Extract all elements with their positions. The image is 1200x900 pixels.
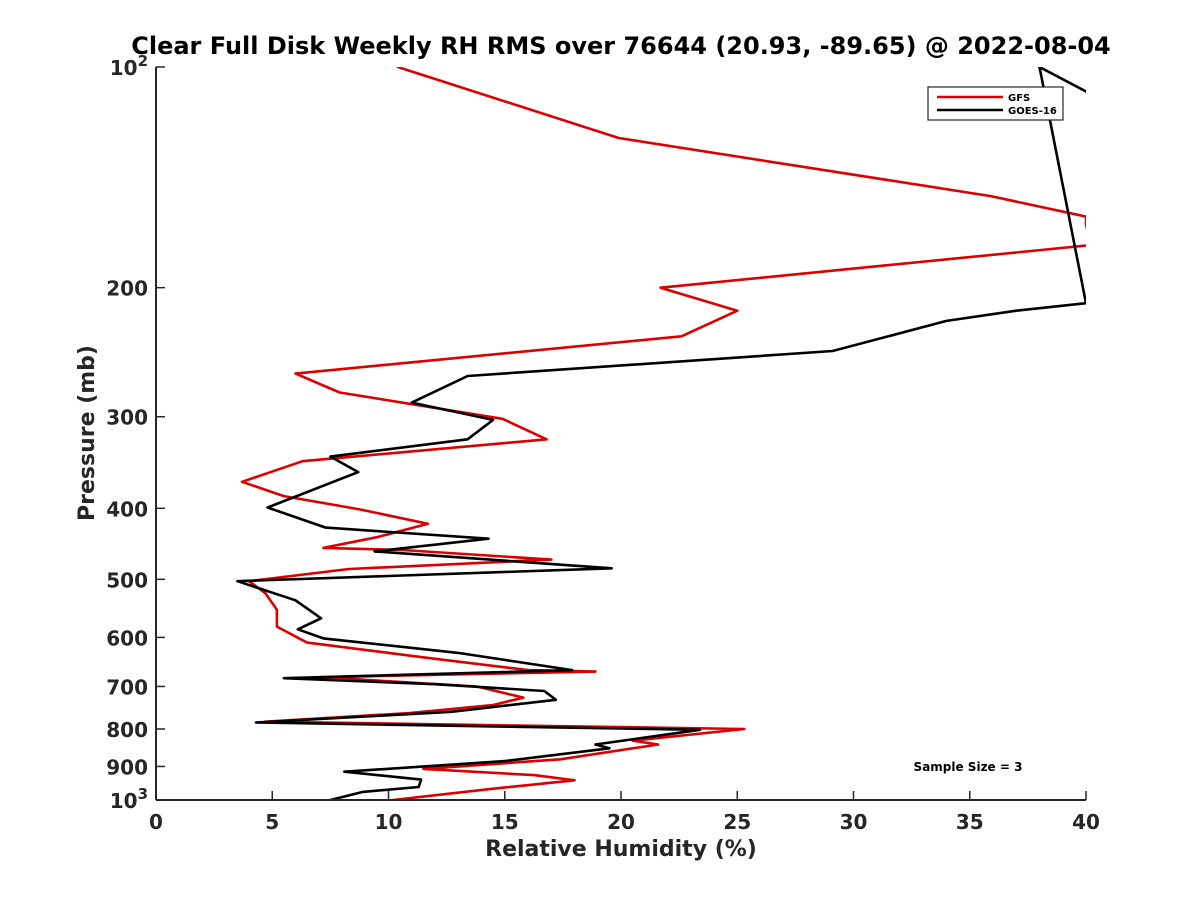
y-axis-label: Pressure (mb) [75, 345, 100, 521]
x-tick-label: 20 [607, 810, 635, 834]
y-axis-ticks: 102 200 300 400 500 600 700 800 900 103 [106, 52, 165, 813]
y-tick-label: 500 [106, 568, 148, 592]
y-tick-label: 200 [106, 277, 148, 301]
x-axis-ticks: 0 5 10 15 20 25 30 35 40 [149, 791, 1100, 834]
legend: GFS GOES-16 [927, 86, 1064, 121]
x-tick-label: 30 [840, 810, 868, 834]
y-tick-label: 700 [106, 675, 148, 699]
legend-label-goes16: GOES-16 [1008, 106, 1057, 117]
legend-box [927, 86, 1064, 121]
x-tick-label: 15 [491, 810, 519, 834]
chart-title: Clear Full Disk Weekly RH RMS over 76644… [131, 32, 1111, 60]
x-tick-label: 35 [956, 810, 984, 834]
y-tick-label: 900 [106, 755, 148, 779]
x-tick-label: 40 [1072, 810, 1100, 834]
series-line-goes16 [236, 67, 1086, 800]
y-tick-label: 103 [110, 785, 148, 813]
x-tick-label: 0 [149, 810, 163, 834]
y-tick-label: 600 [106, 626, 148, 650]
y-tick-label: 400 [106, 497, 148, 521]
y-tick-label: 300 [106, 406, 148, 430]
x-tick-label: 10 [375, 810, 403, 834]
y-tick-label: 800 [106, 718, 148, 742]
plot-area [156, 67, 1086, 800]
series-layer [236, 67, 1086, 800]
sample-size-annotation: Sample Size = 3 [914, 760, 1023, 774]
x-axis-label: Relative Humidity (%) [485, 837, 757, 862]
x-tick-label: 25 [723, 810, 751, 834]
legend-label-gfs: GFS [1008, 93, 1030, 104]
series-line-gfs [240, 67, 1086, 800]
y-tick-label: 102 [110, 52, 148, 80]
x-tick-label: 5 [265, 810, 279, 834]
